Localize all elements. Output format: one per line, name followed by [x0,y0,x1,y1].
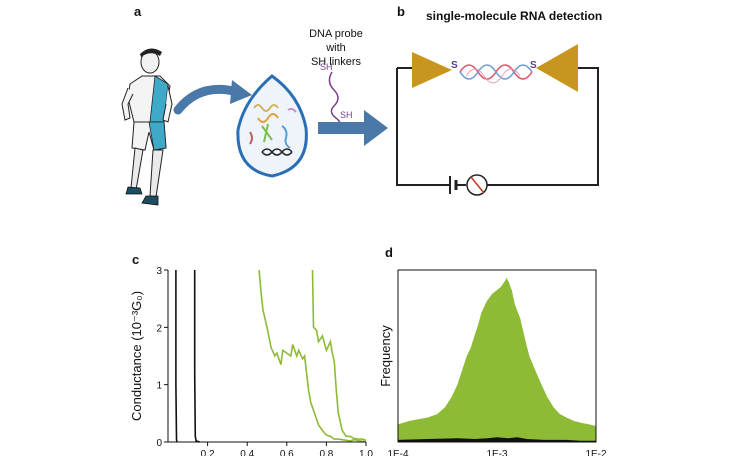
panel-letter-a: a [134,4,142,19]
chart-c-series-3 [311,269,367,442]
dna-probe-icon: SH SH [320,62,353,131]
chart-d-x-tick-label: 1E-3 [486,449,508,456]
person-icon [121,48,173,206]
chart-c-x-tick-label: 1.0 [359,449,373,456]
panel-letter-b: b [397,4,405,19]
chart-c-y-tick-label: 2 [156,323,162,334]
chart-c-y-tick-label: 3 [156,266,162,277]
circuit-diagram: S S [396,44,599,196]
chart-d-x-tick-label: 1E-4 [387,449,409,456]
chart-c-series-1 [193,270,200,443]
chart-d-x-tick-label: 1E-2 [585,449,607,456]
sh-top-label: SH [320,62,333,72]
curved-arrow-icon [173,80,252,115]
arrow-right-icon [318,110,388,146]
s-left-label: S [451,60,458,71]
s-right-label: S [530,60,537,71]
chart-c-x-tick-label: 0.6 [280,449,294,456]
panel-letter-c: c [132,252,140,267]
chart-c-series-2 [258,269,367,443]
chart-c-y-tick-label: 0 [156,438,162,449]
chart-d-ylabel: Frequency [378,325,393,387]
chart-c-ylabel: Conductance (10⁻³G₀) [129,291,144,421]
droplet-icon [236,74,308,178]
chart-c-x-tick-label: 0.8 [319,449,333,456]
probe-label-line2: SH linkers [310,56,362,68]
panel-letter-d: d [385,245,393,260]
panel-b-title: single-molecule RNA detection [426,9,603,23]
right-electrode [536,44,578,92]
probe-label-line1: DNA probe with [309,28,363,54]
chart-c-x-tick-label: 0.2 [201,449,215,456]
chart-c-series-0 [175,270,178,443]
chart-d-series-0 [397,277,597,443]
sh-bottom-label: SH [340,110,353,120]
left-electrode [412,52,452,88]
chart-c-x-tick-label: 0.4 [240,449,254,456]
probe-label: DNA probe with SH linkers [300,27,372,69]
chart-c-y-tick-label: 1 [156,381,162,392]
